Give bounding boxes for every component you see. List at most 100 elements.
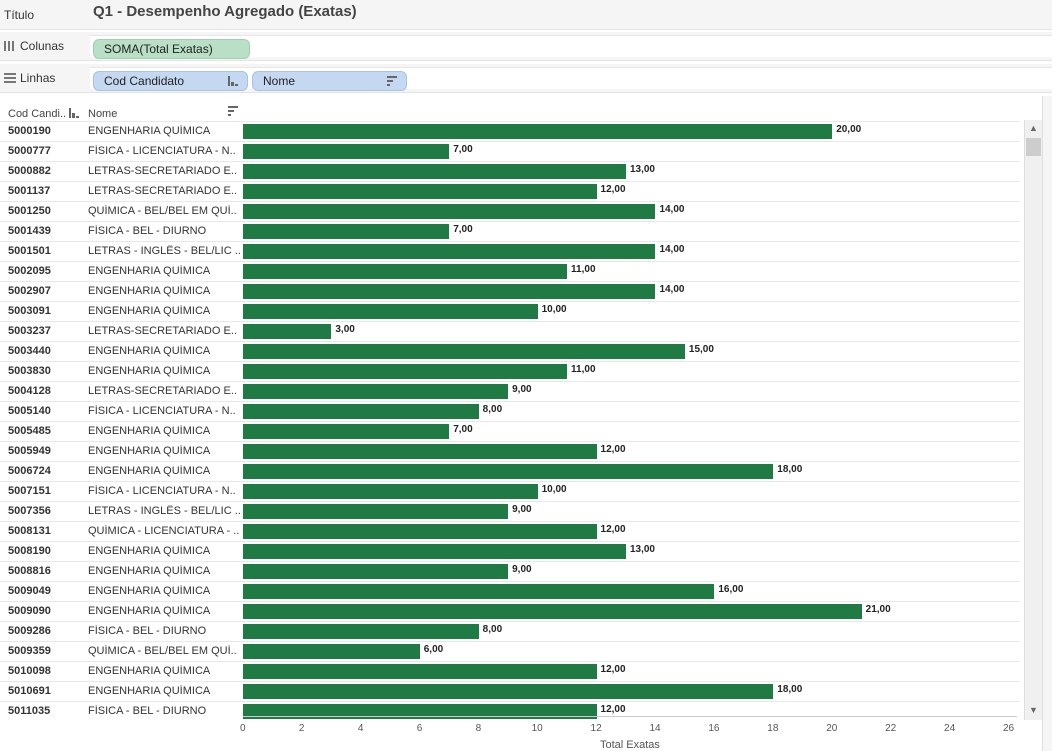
sort-ascending-icon[interactable] [227, 75, 239, 87]
bar-mark[interactable] [243, 164, 626, 179]
row-nome[interactable]: QUÍMICA - LICENCIATURA - .. [88, 525, 240, 537]
row-cod-candidato[interactable]: 5009090 [8, 605, 51, 617]
columns-drop-area[interactable]: SOMA(Total Exatas) [90, 35, 1052, 59]
vertical-scrollbar[interactable]: ▲ ▼ [1024, 120, 1042, 720]
bar-mark[interactable] [243, 344, 685, 359]
row-cod-candidato[interactable]: 5011035 [8, 705, 51, 717]
row-cod-candidato[interactable]: 5010098 [8, 665, 51, 677]
row-cod-candidato[interactable]: 5009286 [8, 625, 51, 637]
row-cod-candidato[interactable]: 5005140 [8, 405, 51, 417]
bar-mark[interactable] [243, 324, 332, 339]
row-cod-candidato[interactable]: 5003237 [8, 325, 51, 337]
row-nome[interactable]: ENGENHARIA QUÍMICA [88, 465, 211, 477]
row-nome[interactable]: ENGENHARIA QUÍMICA [88, 565, 211, 577]
row-nome[interactable]: ENGENHARIA QUÍMICA [88, 265, 211, 277]
row-cod-candidato[interactable]: 5006724 [8, 465, 51, 477]
row-nome[interactable]: QUÍMICA - BEL/BEL EM QUÍ.. [88, 645, 237, 657]
row-cod-candidato[interactable]: 5000777 [8, 145, 51, 157]
row-nome[interactable]: FÍSICA - LICENCIATURA - N.. [88, 485, 236, 497]
row-nome[interactable]: LETRAS-SECRETARIADO E.. [88, 185, 237, 197]
row-cod-candidato[interactable]: 5002095 [8, 265, 51, 277]
bar-mark[interactable] [243, 584, 715, 599]
row-nome[interactable]: LETRAS-SECRETARIADO E.. [88, 385, 237, 397]
bar-mark[interactable] [243, 564, 509, 579]
bar-mark[interactable] [243, 524, 597, 539]
row-nome[interactable]: ENGENHARIA QUÍMICA [88, 425, 211, 437]
row-nome[interactable]: FÍSICA - LICENCIATURA - N.. [88, 145, 236, 157]
scroll-down-icon[interactable]: ▼ [1029, 705, 1038, 715]
bar-mark[interactable] [243, 684, 774, 699]
bar-mark[interactable] [243, 444, 597, 459]
scroll-thumb[interactable] [1026, 138, 1041, 156]
header-sort-descending-icon[interactable] [228, 106, 240, 116]
row-cod-candidato[interactable]: 5003091 [8, 305, 51, 317]
row-nome[interactable]: ENGENHARIA QUÍMICA [88, 305, 211, 317]
bar-mark[interactable] [243, 144, 450, 159]
bar-mark[interactable] [243, 384, 509, 399]
bar-mark[interactable] [243, 184, 597, 199]
row-cod-candidato[interactable]: 5009049 [8, 585, 51, 597]
row-cod-candidato[interactable]: 5007151 [8, 485, 51, 497]
sort-descending-icon[interactable] [386, 75, 398, 87]
row-cod-candidato[interactable]: 5010691 [8, 685, 51, 697]
bar-mark[interactable] [243, 644, 420, 659]
row-cod-candidato[interactable]: 5001501 [8, 245, 51, 257]
bar-mark[interactable] [243, 484, 538, 499]
bar-mark[interactable] [243, 284, 656, 299]
row-nome[interactable]: ENGENHARIA QUÍMICA [88, 585, 211, 597]
bar-mark[interactable] [243, 364, 568, 379]
row-cod-candidato[interactable]: 5001439 [8, 225, 51, 237]
row-cod-candidato[interactable]: 5005485 [8, 425, 51, 437]
row-nome[interactable]: FÍSICA - BEL - DIURNO [88, 225, 207, 237]
row-cod-candidato[interactable]: 5002907 [8, 285, 51, 297]
row-nome[interactable]: ENGENHARIA QUÍMICA [88, 445, 211, 457]
rows-drop-area[interactable]: Cod Candidato Nome [90, 67, 1052, 91]
row-cod-candidato[interactable]: 5001250 [8, 205, 51, 217]
row-nome[interactable]: LETRAS - INGLÊS - BEL/LIC .. [88, 245, 240, 257]
row-cod-candidato[interactable]: 5008131 [8, 525, 51, 537]
row-cod-candidato[interactable]: 5000882 [8, 165, 51, 177]
row-nome[interactable]: ENGENHARIA QUÍMICA [88, 665, 211, 677]
row-nome[interactable]: LETRAS-SECRETARIADO E.. [88, 165, 237, 177]
bar-mark[interactable] [243, 224, 450, 239]
row-cod-candidato[interactable]: 5008190 [8, 545, 51, 557]
row-nome[interactable]: FÍSICA - BEL - DIURNO [88, 625, 207, 637]
row-nome[interactable]: ENGENHARIA QUÍMICA [88, 345, 211, 357]
bar-mark[interactable] [243, 464, 774, 479]
header-nome[interactable]: Nome [88, 108, 118, 120]
row-cod-candidato[interactable]: 5009359 [8, 645, 51, 657]
row-cod-candidato[interactable]: 5008816 [8, 565, 51, 577]
row-nome[interactable]: LETRAS - INGLÊS - BEL/LIC .. [88, 505, 240, 517]
row-cod-candidato[interactable]: 5007356 [8, 505, 51, 517]
bar-mark[interactable] [243, 544, 626, 559]
bar-mark[interactable] [243, 124, 833, 139]
row-nome[interactable]: ENGENHARIA QUÍMICA [88, 365, 211, 377]
row-cod-candidato[interactable]: 5003440 [8, 345, 51, 357]
row-nome[interactable]: QUÍMICA - BEL/BEL EM QUÍ.. [88, 205, 237, 217]
row-nome[interactable]: ENGENHARIA QUÍMICA [88, 545, 211, 557]
bar-mark[interactable] [243, 624, 479, 639]
row-cod-candidato[interactable]: 5004128 [8, 385, 51, 397]
header-cod-candidato[interactable]: Cod Candi.. [8, 108, 67, 120]
bar-mark[interactable] [243, 704, 597, 719]
row-nome[interactable]: LETRAS-SECRETARIADO E.. [88, 325, 237, 337]
row-nome[interactable]: ENGENHARIA QUÍMICA [88, 685, 211, 697]
bar-mark[interactable] [243, 244, 656, 259]
row-nome[interactable]: ENGENHARIA QUÍMICA [88, 285, 211, 297]
row-nome[interactable]: ENGENHARIA QUÍMICA [88, 125, 211, 137]
bar-mark[interactable] [243, 304, 538, 319]
row-cod-candidato[interactable]: 5005949 [8, 445, 51, 457]
bar-mark[interactable] [243, 424, 450, 439]
bar-mark[interactable] [243, 204, 656, 219]
bar-mark[interactable] [243, 264, 568, 279]
worksheet-title[interactable]: Q1 - Desempenho Agregado (Exatas) [93, 3, 357, 20]
rows-pill-cod-candidato[interactable]: Cod Candidato [93, 71, 248, 91]
row-nome[interactable]: ENGENHARIA QUÍMICA [88, 605, 211, 617]
bar-mark[interactable] [243, 404, 479, 419]
row-cod-candidato[interactable]: 5003830 [8, 365, 51, 377]
row-cod-candidato[interactable]: 5000190 [8, 125, 51, 137]
bar-mark[interactable] [243, 604, 862, 619]
bar-mark[interactable] [243, 664, 597, 679]
scroll-up-icon[interactable]: ▲ [1029, 123, 1038, 133]
row-nome[interactable]: FÍSICA - BEL - DIURNO [88, 705, 207, 717]
